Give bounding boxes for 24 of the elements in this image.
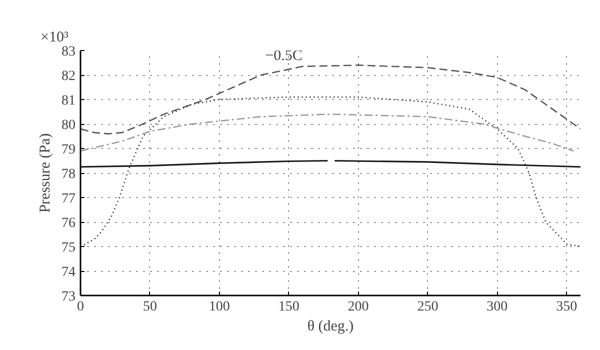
y-tick-label: 76 (62, 216, 76, 231)
y-tick-label: 74 (62, 265, 76, 280)
y-tick-label: 83 (62, 44, 76, 60)
x-tick-label: 0 (77, 300, 84, 314)
x-tick-label: 50 (142, 300, 157, 314)
line-series (80, 114, 574, 152)
x-tick-label: 200 (348, 300, 369, 314)
x-tick-label: 250 (417, 300, 438, 314)
x-tick-label: 100 (208, 300, 230, 314)
x-axis-title: θ (deg.) (307, 318, 354, 334)
y-tick-label: 77 (62, 192, 76, 206)
x-tick-label: 300 (486, 300, 508, 314)
y-tick-label: 75 (62, 240, 76, 256)
y-tick-label: 80 (62, 118, 76, 133)
y-axis-title: Pressure (Pa) (38, 133, 54, 213)
line-series (80, 64, 580, 134)
y-tick-label: 81 (62, 94, 76, 108)
y-tick-label: 82 (62, 69, 76, 84)
y-tick-label: 79 (62, 142, 76, 158)
y-tick-label: 78 (62, 167, 76, 182)
x-tick-label: 150 (278, 300, 300, 314)
x-tick-label: 350 (556, 300, 578, 314)
text: ×10³ (40, 30, 69, 46)
y-tick-label: 73 (62, 290, 76, 304)
